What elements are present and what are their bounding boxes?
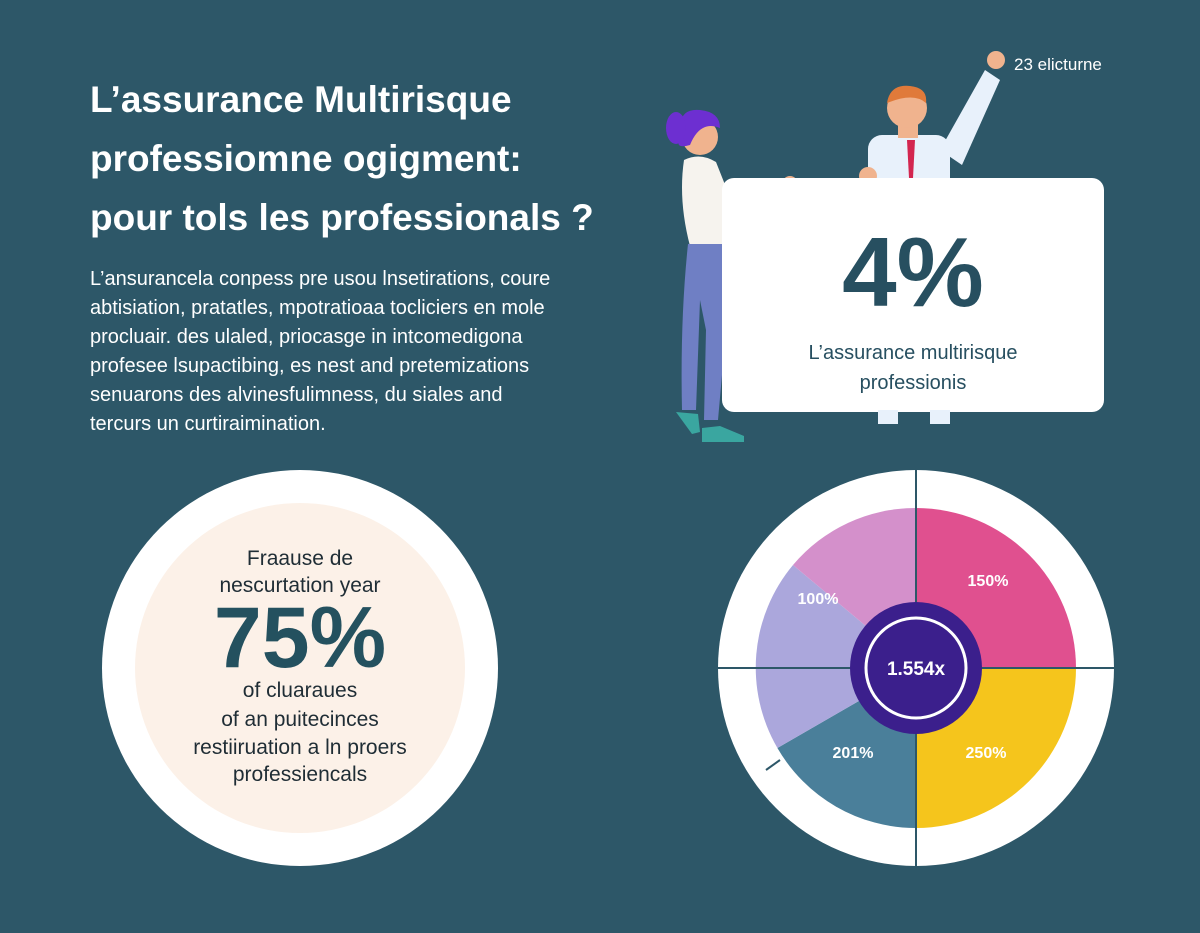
intro-line: tercurs un curtiraimination. (90, 413, 326, 435)
circle-text: nescurtation year (219, 574, 380, 597)
wheel-label: 100% (798, 591, 839, 608)
card-figure: 4% (842, 217, 984, 327)
intro: L’ansurancela conpess pre usou lnsetirat… (90, 268, 550, 435)
circle-text: restiiruation a ln proers (193, 736, 407, 759)
wheel-label: 150% (968, 573, 1009, 590)
title-line: pour tols les professionals ? (90, 197, 594, 238)
title-line: professiomne ogigment: (90, 138, 522, 179)
illustration (666, 51, 1005, 442)
circle-text: Fraause de (247, 547, 353, 570)
circle-text: of cluaraues (243, 679, 357, 702)
circle-figure: 75% (214, 590, 386, 686)
wheel-label: 250% (966, 745, 1007, 762)
card-caption: L’assurance multirisque (809, 342, 1018, 364)
intro-line: L’ansurancela conpess pre usou lnsetirat… (90, 268, 550, 290)
wheel: 100% 150% 201% 250% 1.554x (718, 470, 1114, 866)
circle-text: professiencals (233, 763, 367, 786)
wheel-label: 201% (833, 745, 874, 762)
stat-card (722, 178, 1104, 412)
circle-text: of an puitecinces (221, 708, 379, 731)
intro-line: senuarons des alvinesfulimness, du siale… (90, 384, 502, 406)
wheel-center: 1.554x (887, 659, 946, 680)
title-line: L’assurance Multirisque (90, 79, 512, 120)
intro-line: abtisiation, pratatles, mpotratioaa tocl… (90, 297, 545, 319)
card-caption: professionis (860, 372, 967, 394)
intro-line: procluair. des ulaled, priocasge in intc… (90, 326, 523, 348)
intro-line: profesee lsupactibing, es nest and prete… (90, 355, 529, 377)
corner-label: 23 elicturne (1014, 55, 1102, 74)
